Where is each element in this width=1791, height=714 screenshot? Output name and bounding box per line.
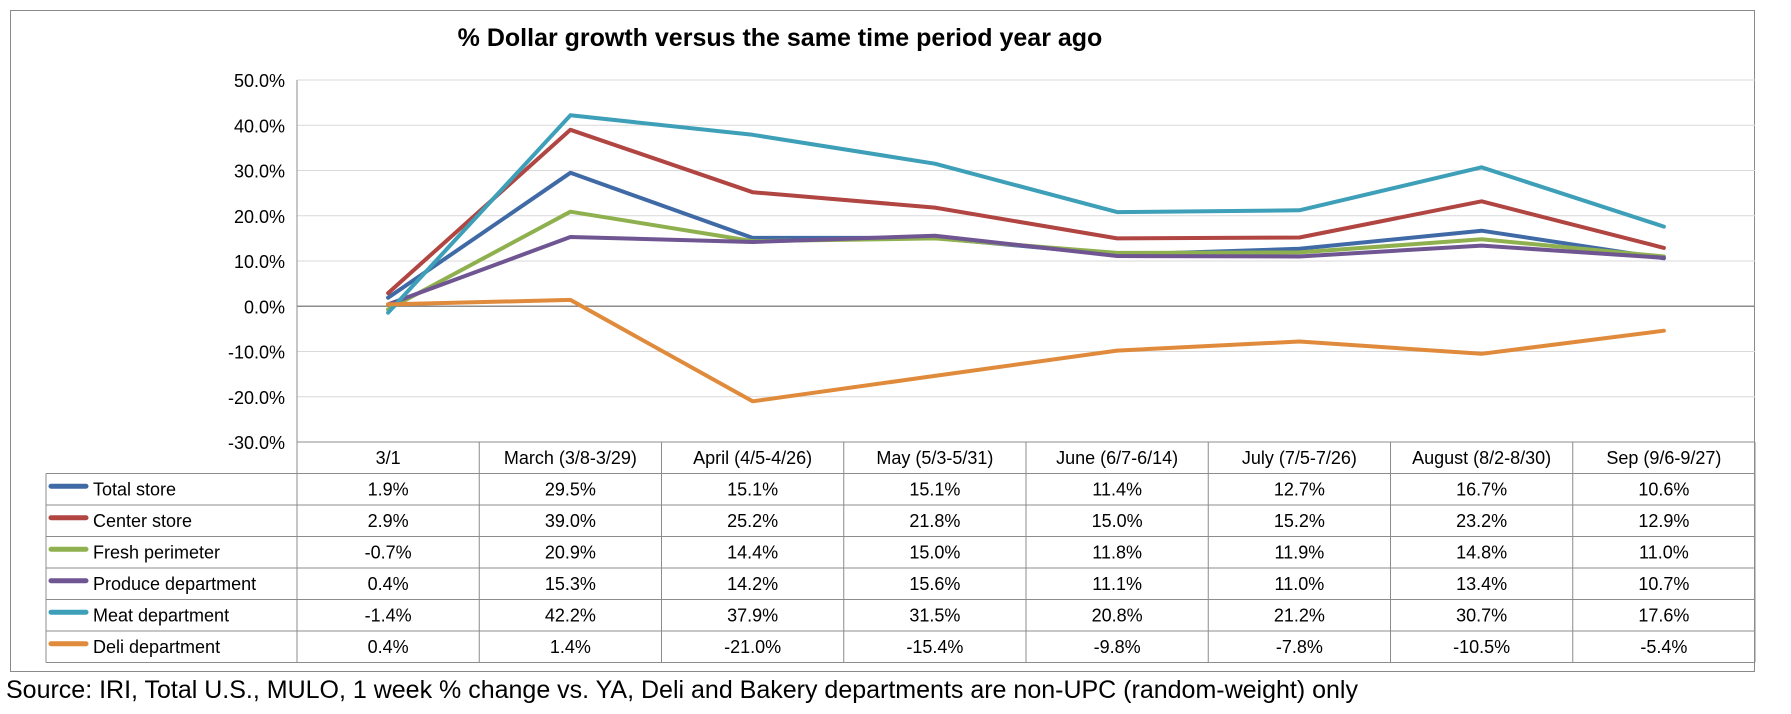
table-cell-value: 11.0% (1639, 543, 1689, 563)
series-name: Total store (93, 480, 176, 500)
table-cell-value: 0.4% (368, 637, 409, 657)
table-cell-value: 30.7% (1456, 606, 1507, 626)
table-cell-value: -9.8% (1094, 637, 1141, 657)
table-cell-value: 16.7% (1456, 480, 1507, 500)
series-name: Fresh perimeter (93, 543, 220, 563)
table-cell-value: -10.5% (1453, 637, 1510, 657)
series-line-center-store (386, 127, 1666, 296)
table-cell-value: 25.2% (727, 511, 778, 531)
table-cell-value: 37.9% (727, 606, 778, 626)
table-cell-value: 14.4% (727, 543, 778, 563)
y-tick-label: 0.0% (244, 297, 285, 317)
chart-frame (10, 10, 1755, 672)
category-label: August (8/2-8/30) (1412, 448, 1551, 468)
table-cell-value: 31.5% (909, 606, 960, 626)
table-cell-value: 13.4% (1456, 574, 1507, 594)
table-cell-value: 23.2% (1456, 511, 1507, 531)
category-label: Sep (9/6-9/27) (1606, 448, 1721, 468)
y-tick-label: 10.0% (234, 252, 285, 272)
table-cell-value: 11.9% (1275, 543, 1325, 563)
table-cell-value: 21.2% (1274, 606, 1325, 626)
y-tick-label: -30.0% (228, 433, 285, 453)
table-cell-value: 12.9% (1638, 511, 1689, 531)
table-cell-value: -0.7% (365, 543, 412, 563)
y-tick-label: 50.0% (234, 71, 285, 91)
table-cell-value: 14.2% (727, 574, 778, 594)
table-cell-value: 15.1% (909, 480, 960, 500)
table-cell-value: 15.6% (909, 574, 960, 594)
table-cell-value: 17.6% (1638, 606, 1689, 626)
source-note: Source: IRI, Total U.S., MULO, 1 week % … (6, 676, 1358, 704)
series-line-deli-department (386, 297, 1666, 404)
table-cell-value: 1.9% (368, 480, 409, 500)
series-line-produce-department (386, 233, 1666, 307)
table-cell-value: 15.0% (909, 543, 960, 563)
category-label: April (4/5-4/26) (693, 448, 812, 468)
table-cell-value: -21.0% (724, 637, 781, 657)
chart-title: % Dollar growth versus the same time per… (458, 24, 1103, 52)
category-label: July (7/5-7/26) (1242, 448, 1357, 468)
table-cell-value: 1.4% (550, 637, 591, 657)
table-cell-value: 10.7% (1638, 574, 1689, 594)
table-cell-value: -7.8% (1276, 637, 1323, 657)
table-cell-value: 20.9% (545, 543, 596, 563)
series-name: Produce department (93, 574, 256, 594)
y-tick-label: -10.0% (228, 343, 285, 363)
category-label: 3/1 (376, 448, 401, 468)
table-cell-value: -1.4% (365, 606, 412, 626)
series-name: Center store (93, 511, 192, 531)
category-label: March (3/8-3/29) (504, 448, 637, 468)
table-cell-value: -5.4% (1640, 637, 1687, 657)
table-cell-value: 14.8% (1456, 543, 1507, 563)
table-cell-value: 2.9% (368, 511, 409, 531)
table-cell-value: 15.0% (1092, 511, 1143, 531)
category-label: June (6/7-6/14) (1056, 448, 1178, 468)
y-tick-label: 30.0% (234, 162, 285, 182)
table-cell-value: 15.3% (545, 574, 596, 594)
table-cell-value: 11.0% (1275, 574, 1325, 594)
table-cell-value: 29.5% (545, 480, 596, 500)
table-cell-value: 11.8% (1092, 543, 1142, 563)
table-cell-value: 12.7% (1274, 480, 1325, 500)
series-name: Deli department (93, 637, 220, 657)
table-cell-value: 0.4% (368, 574, 409, 594)
y-tick-label: -20.0% (228, 388, 285, 408)
table-cell-value: 11.1% (1092, 574, 1142, 594)
table-cell-value: 42.2% (545, 606, 596, 626)
table-cell-value: 15.1% (727, 480, 778, 500)
table-cell-value: 39.0% (545, 511, 596, 531)
table-cell-value: 21.8% (909, 511, 960, 531)
series-name: Meat department (93, 606, 229, 626)
table-cell-value: 11.4% (1092, 480, 1142, 500)
series-line-meat-department (386, 113, 1666, 315)
table-cell-value: -15.4% (906, 637, 963, 657)
y-tick-label: 20.0% (234, 207, 285, 227)
table-cell-value: 10.6% (1638, 480, 1689, 500)
category-label: May (5/3-5/31) (876, 448, 993, 468)
y-tick-label: 40.0% (234, 116, 285, 136)
table-cell-value: 20.8% (1092, 606, 1143, 626)
table-cell-value: 15.2% (1274, 511, 1325, 531)
